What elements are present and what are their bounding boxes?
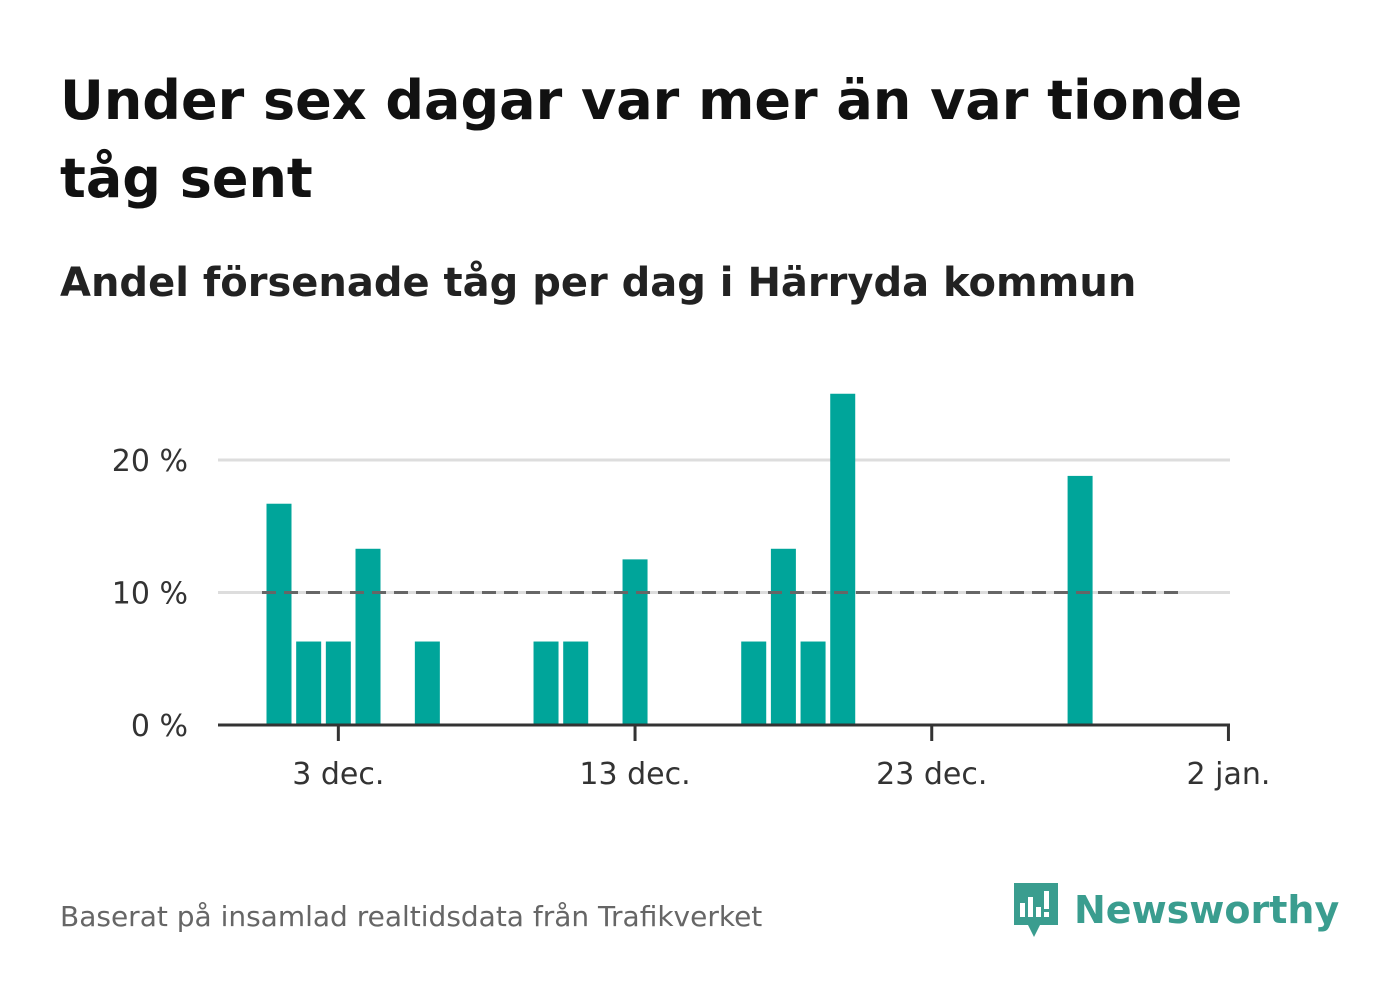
newsworthy-logo-icon: [1014, 883, 1058, 937]
x-tick-label: 13 dec.: [579, 757, 690, 792]
bar: [355, 548, 381, 725]
y-tick-label: 0 %: [131, 709, 188, 744]
bar: [533, 641, 559, 725]
source-note: Baserat på insamlad realtidsdata från Tr…: [60, 900, 763, 933]
bar: [325, 641, 351, 725]
bar: [830, 393, 856, 725]
bar: [266, 503, 292, 725]
bar: [741, 641, 767, 725]
bar: [1067, 475, 1093, 725]
brand-name: Newsworthy: [1074, 888, 1340, 932]
chart-subtitle: Andel försenade tåg per dag i Härryda ko…: [60, 260, 1137, 306]
bar: [770, 548, 796, 725]
x-tick-label: 3 dec.: [292, 757, 384, 792]
bar: [800, 641, 826, 725]
bar: [414, 641, 440, 725]
bar: [563, 641, 589, 725]
brand-logo: Newsworthy: [1010, 878, 1339, 942]
chart-title: Under sex dagar var mer än var tionde tå…: [60, 69, 1243, 210]
x-tick-label: 2 jan.: [1186, 757, 1270, 792]
y-tick-label: 20 %: [112, 444, 188, 479]
y-tick-label: 10 %: [112, 577, 188, 612]
bar: [622, 559, 648, 725]
x-tick-label: 23 dec.: [876, 757, 987, 792]
bar: [296, 641, 322, 725]
